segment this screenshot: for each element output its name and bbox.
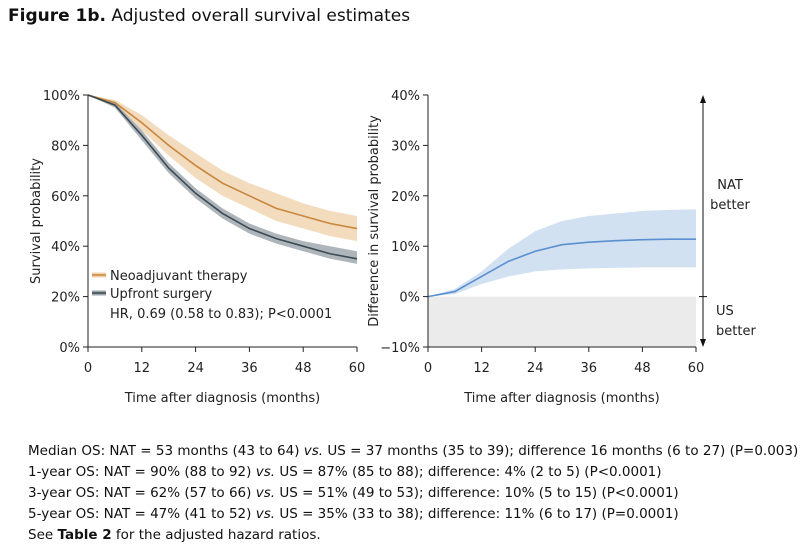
legend-label: Neoadjuvant therapy	[110, 269, 248, 284]
legend-label: Upfront surgery	[110, 287, 213, 302]
figure-title-text: Adjusted overall survival estimates	[106, 6, 411, 26]
x-tick-label: 48	[634, 361, 651, 376]
figure-label: Figure 1b.	[8, 6, 106, 26]
note: See Table 2 for the adjusted hazard rati…	[28, 525, 798, 546]
y-tick-label: 0%	[399, 291, 420, 306]
x-tick-label: 24	[187, 361, 204, 376]
x-tick-label: 24	[527, 361, 544, 376]
note-text: 5-year OS: NAT = 47% (41 to 52)	[28, 506, 256, 522]
y-tick-label: 20%	[51, 291, 80, 306]
y-tick-label: 60%	[51, 190, 80, 205]
x-tick-label: 0	[424, 361, 432, 376]
note-text: See	[28, 527, 58, 543]
x-tick-label: 12	[473, 361, 490, 376]
note-text: US = 87% (85 to 88); difference: 4% (2 t…	[275, 464, 662, 480]
x-tick-label: 0	[84, 361, 92, 376]
note-text: US = 35% (33 to 38); difference: 11% (6 …	[275, 506, 679, 522]
note-text: vs.	[303, 443, 324, 459]
y-axis-label: Difference in survival probability	[367, 115, 382, 327]
x-tick-label: 36	[581, 361, 598, 376]
confidence-band	[88, 95, 357, 264]
line	[427, 238, 696, 298]
x-tick-label: 60	[688, 361, 705, 376]
notes: Median OS: NAT = 53 months (43 to 64) vs…	[28, 441, 798, 546]
arrow-head	[700, 95, 706, 103]
note-text: 1-year OS: NAT = 90% (88 to 92)	[28, 464, 256, 480]
y-tick-label: 10%	[391, 240, 420, 255]
note: 3-year OS: NAT = 62% (57 to 66) vs. US =…	[28, 483, 798, 504]
note-text: vs.	[255, 464, 276, 480]
y-tick-label: 40%	[51, 240, 80, 255]
x-tick-label: 12	[134, 361, 151, 376]
annotation: better	[710, 198, 750, 213]
x-tick-label: 60	[349, 361, 366, 376]
arrow-head	[700, 339, 706, 347]
note-text: US = 51% (49 to 53); difference: 10% (5 …	[275, 485, 679, 501]
y-tick-label: 40%	[391, 89, 420, 104]
x-axis-label: Time after diagnosis (months)	[124, 391, 321, 406]
x-tick-label: 48	[295, 361, 312, 376]
note-text: vs.	[255, 485, 276, 501]
negative-region	[428, 296, 696, 347]
annotation: better	[716, 324, 756, 339]
note-text: 3-year OS: NAT = 62% (57 to 66)	[28, 485, 256, 501]
confidence-band	[88, 95, 357, 242]
annotation: US	[716, 304, 734, 319]
y-tick-label: 80%	[51, 139, 80, 154]
figure-title: Figure 1b. Adjusted overall survival est…	[8, 6, 410, 26]
y-axis-label: Survival probability	[29, 158, 44, 284]
x-axis-label: Time after diagnosis (months)	[463, 391, 660, 406]
confidence-band	[428, 209, 696, 297]
x-tick-label: 36	[241, 361, 258, 376]
line	[87, 94, 358, 260]
note: Median OS: NAT = 53 months (43 to 64) vs…	[28, 441, 798, 462]
note-text: US = 37 months (35 to 39); difference 16…	[323, 443, 799, 459]
annotation: HR, 0.69 (0.58 to 0.83); P<0.0001	[110, 307, 332, 322]
y-tick-label: 100%	[43, 89, 80, 104]
note: 5-year OS: NAT = 47% (41 to 52) vs. US =…	[28, 504, 798, 525]
note: 1-year OS: NAT = 90% (88 to 92) vs. US =…	[28, 462, 798, 483]
note-text: Table 2	[57, 527, 112, 543]
note-text: Median OS: NAT = 53 months (43 to 64)	[28, 443, 304, 459]
charts: 0% 20% 40% 60% 80% 100% 0 12 24 36 48 60 Time after …	[29, 89, 756, 406]
note-text: for the adjusted hazard ratios.	[111, 527, 321, 543]
line	[87, 94, 358, 230]
y-tick-label: 30%	[391, 139, 420, 154]
note-text: vs.	[255, 506, 276, 522]
y-tick-label: −10%	[380, 341, 420, 356]
y-tick-label: 0%	[59, 341, 80, 356]
annotation: NAT	[717, 178, 743, 193]
y-tick-label: 20%	[391, 190, 420, 205]
